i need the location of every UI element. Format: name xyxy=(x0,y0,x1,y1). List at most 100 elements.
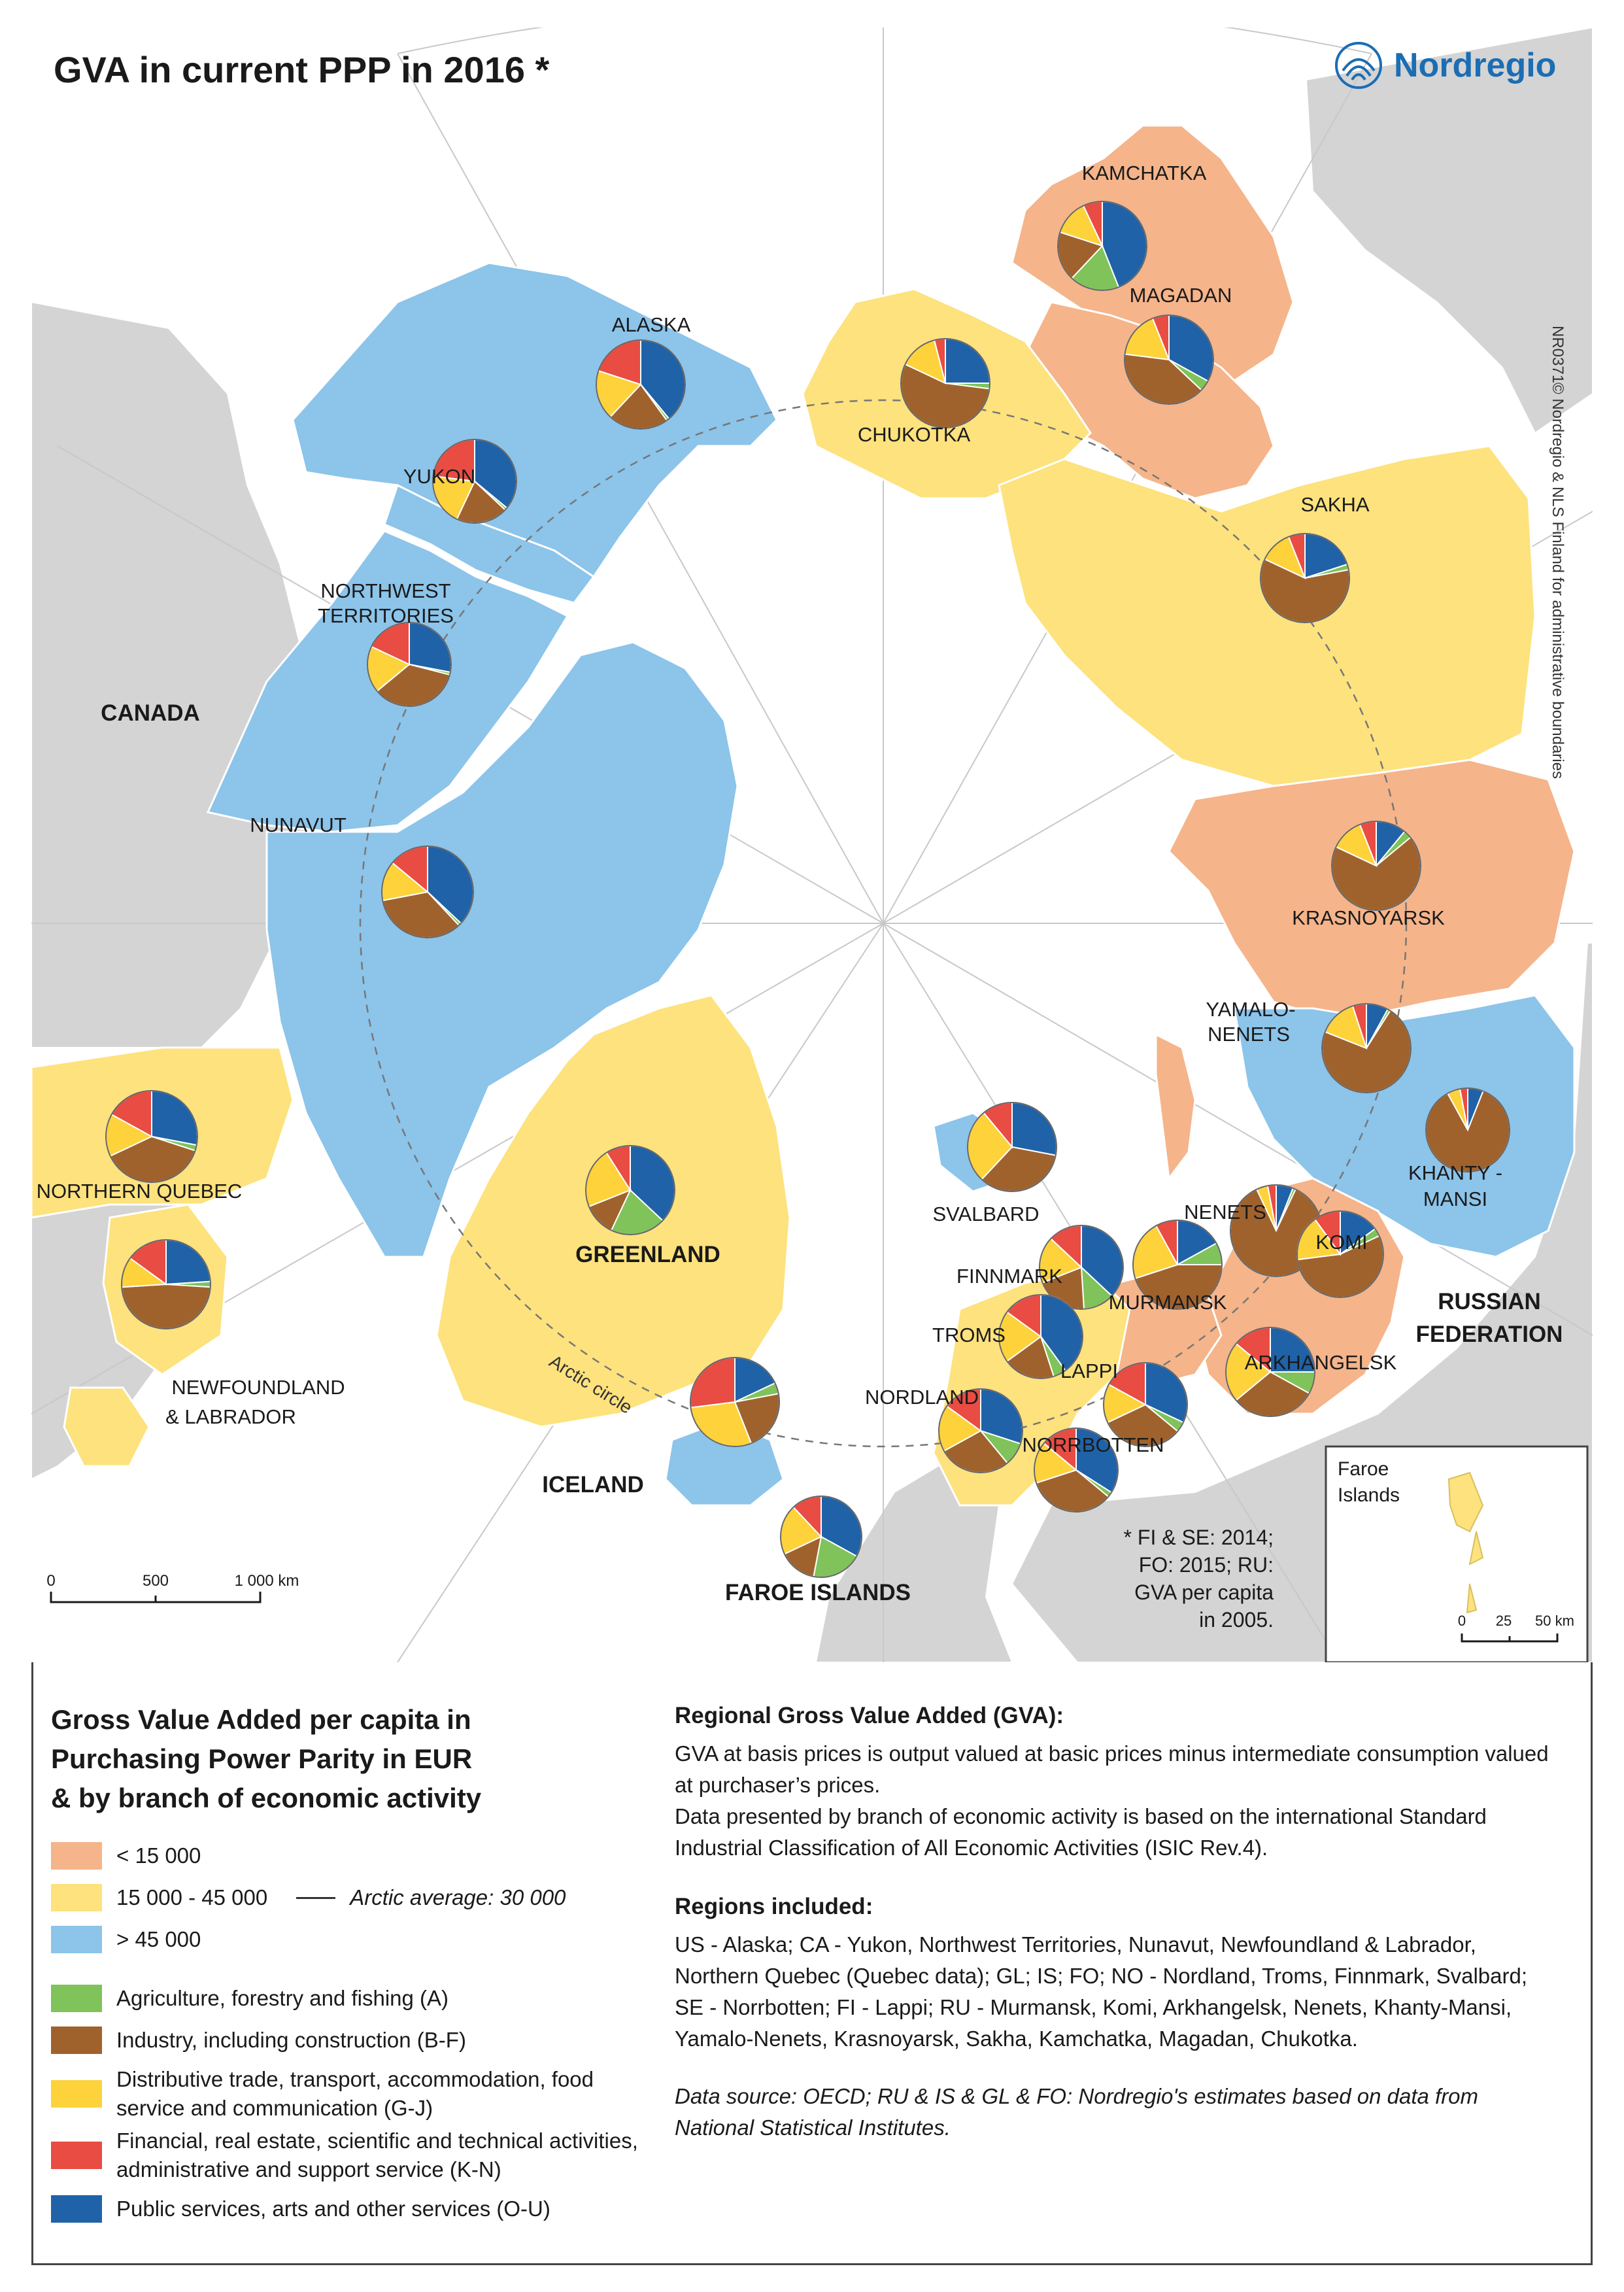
regions-heading: Regions included: xyxy=(675,1894,873,1919)
label-norrbotten: NORRBOTTEN xyxy=(1023,1433,1164,1456)
footnote: * FI & SE: 2014; FO: 2015; RU: GVA per c… xyxy=(1124,1526,1274,1632)
label-komi: KOMI xyxy=(1315,1231,1367,1254)
pie-troms xyxy=(998,1293,1083,1379)
pie-alaska xyxy=(596,339,686,430)
pie-krasnoyarsk xyxy=(1331,820,1421,911)
pie-outline-newfoundland-labrador xyxy=(121,1239,211,1329)
label-nenets: NENETS xyxy=(1184,1201,1266,1223)
siberia-east xyxy=(1305,27,1593,434)
svg-text:FO: 2015; RU:: FO: 2015; RU: xyxy=(1139,1553,1274,1577)
pie-lappi xyxy=(1103,1361,1188,1447)
svg-text:* FI & SE: 2014;: * FI & SE: 2014; xyxy=(1124,1526,1274,1549)
pie-outline-khanty-mansi xyxy=(1425,1087,1510,1172)
label-newfoundland: NEWFOUNDLAND xyxy=(171,1376,345,1399)
map-code: NR0371 xyxy=(1549,326,1566,384)
pie-khanty-mansi xyxy=(1425,1087,1510,1172)
pie-outline-faroe-islands xyxy=(780,1496,862,1578)
pie-chukotka xyxy=(900,337,991,428)
map-title: GVA in current PPP in 2016 * xyxy=(54,49,550,90)
pie-norrbotten xyxy=(1034,1427,1119,1513)
russia-regions xyxy=(802,124,1576,1415)
pie-newfoundland-labrador xyxy=(121,1239,212,1330)
svg-text:Faroe: Faroe xyxy=(1338,1458,1389,1480)
country-faroe: FAROE ISLANDS xyxy=(725,1580,911,1605)
label-sakha: SAKHA xyxy=(1300,493,1369,516)
north-america-regions xyxy=(31,262,778,1467)
nordregio-logo-icon xyxy=(1335,42,1382,89)
pie-charts xyxy=(105,200,1510,1578)
pie-outline-sakha xyxy=(1260,533,1350,623)
legend-branch-trade: Distributive trade, transport, accommoda… xyxy=(51,2065,652,2123)
label-chukotka: CHUKOTKA xyxy=(858,423,971,446)
legend-class-high: > 45 000 xyxy=(51,1919,652,1960)
pie-outline-svalbard xyxy=(967,1102,1057,1192)
label-krasnoyarsk: KRASNOYARSK xyxy=(1292,906,1445,929)
pie-outline-finnmark xyxy=(1039,1225,1124,1310)
pie-arkhangelsk xyxy=(1225,1326,1316,1417)
region-yukon xyxy=(383,483,596,604)
label-mansi: MANSI xyxy=(1423,1188,1487,1210)
label-murmansk: MURMANSK xyxy=(1109,1291,1227,1314)
legend: Gross Value Added per capita in Purchasi… xyxy=(51,1700,652,2230)
pie-greenland xyxy=(585,1144,675,1235)
pie-finnmark xyxy=(1039,1224,1124,1310)
nordregio-logo-text: Nordregio xyxy=(1394,46,1557,84)
legend-branch-finance: Financial, real estate, scientific and t… xyxy=(51,2127,652,2184)
pie-svalbard xyxy=(967,1101,1058,1192)
info-panel: Regional Gross Value Added (GVA): GVA at… xyxy=(675,1700,1551,2144)
svg-text:25: 25 xyxy=(1496,1613,1512,1629)
region-nunavut xyxy=(265,641,739,1258)
label-khanty: KHANTY - xyxy=(1408,1161,1502,1184)
copyright-note: © Nordregio & NLS Finland for administra… xyxy=(1549,383,1566,779)
arctic-circle xyxy=(359,399,1408,1448)
gva-heading: Regional Gross Value Added (GVA): xyxy=(675,1703,1064,1728)
nordregio-logo: Nordregio xyxy=(1335,42,1556,89)
swatch-industry xyxy=(51,2027,102,2054)
pie-nunavut xyxy=(381,845,474,938)
label-nenets-2: NENETS xyxy=(1208,1023,1290,1046)
pie-outline-norrbotten xyxy=(1034,1428,1119,1513)
legend-class-mid: 15 000 - 45 000 Arctic average: 30 000 xyxy=(51,1877,652,1919)
pie-murmansk xyxy=(1132,1219,1223,1310)
country-iceland: ICELAND xyxy=(542,1472,644,1497)
pie-yamalo-nenets xyxy=(1321,1002,1412,1093)
label-nunavut: NUNAVUT xyxy=(250,813,347,836)
pie-outline-northwest-territories xyxy=(367,622,452,707)
svg-text:in 2005.: in 2005. xyxy=(1199,1608,1274,1632)
pie-outline-lappi xyxy=(1103,1362,1188,1447)
region-sakha xyxy=(998,445,1536,787)
legend-branch-industry: Industry, including construction (B-F) xyxy=(51,2019,652,2061)
pie-iceland xyxy=(690,1356,780,1447)
pie-outline-murmansk xyxy=(1132,1220,1223,1310)
country-greenland: GREENLAND xyxy=(575,1242,720,1267)
pie-outline-northern-quebec xyxy=(105,1090,198,1183)
label-yamalo: YAMALO- xyxy=(1206,998,1295,1021)
pie-outline-greenland xyxy=(585,1145,675,1235)
arctic-map: Arctic circle ALASKA YUKON NORTHWEST TER… xyxy=(31,27,1593,1662)
svg-text:0: 0 xyxy=(1458,1613,1466,1629)
label-arkhangelsk: ARKHANGELSK xyxy=(1245,1351,1397,1374)
pie-outline-iceland xyxy=(690,1357,780,1447)
pie-outline-yamalo-nenets xyxy=(1321,1003,1412,1093)
label-kamchatka: KAMCHATKA xyxy=(1082,162,1207,184)
pie-outline-krasnoyarsk xyxy=(1331,821,1421,911)
label-nordland: NORDLAND xyxy=(865,1386,979,1409)
pie-northern-quebec xyxy=(105,1089,198,1183)
scale-bar: 0 500 1 000 km xyxy=(46,1572,299,1603)
region-yamalo-khanty xyxy=(1233,994,1576,1258)
swatch-public xyxy=(51,2195,102,2223)
svg-text:1 000 km: 1 000 km xyxy=(235,1572,299,1590)
region-labels: ALASKA YUKON NORTHWEST TERRITORIES NUNAV… xyxy=(37,162,1502,1456)
label-finnmark: FINNMARK xyxy=(956,1265,1062,1288)
gva-text-1: GVA at basis prices is output valued at … xyxy=(675,1741,1549,1797)
pie-outline-nunavut xyxy=(381,846,474,938)
svg-text:500: 500 xyxy=(143,1572,169,1590)
pie-outline-chukotka xyxy=(900,338,990,428)
country-russia: RUSSIAN xyxy=(1438,1289,1541,1314)
pie-outline-arkhangelsk xyxy=(1225,1327,1315,1417)
pie-outline-kamchatka xyxy=(1057,201,1147,291)
faroe-inset: Faroe Islands 0 25 50 km xyxy=(1325,1445,1589,1662)
pie-outline-nordland xyxy=(938,1388,1023,1473)
label-northwest-territories-2: TERRITORIES xyxy=(318,604,454,627)
pie-sakha xyxy=(1260,532,1350,623)
